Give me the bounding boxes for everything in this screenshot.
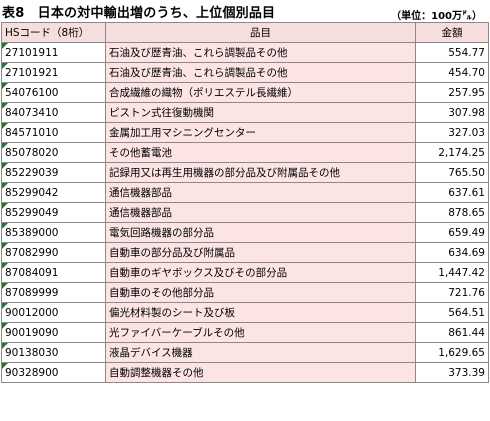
amount-cell: 878.65 [415, 202, 489, 223]
hs-code-cell: 54076100 [1, 82, 106, 103]
amount-cell: 2,174.25 [415, 142, 489, 163]
table-row: 54076100 合成繊維の織物（ポリエステル長繊維） 257.95 [1, 82, 489, 103]
item-name-cell: 石油及び歴青油、これら調製品その他 [105, 42, 416, 63]
item-name-cell: 通信機器部品 [105, 182, 416, 203]
item-name-cell: 石油及び歴青油、これら調製品その他 [105, 62, 416, 83]
amount-cell: 634.69 [415, 242, 489, 263]
table-row: 90328900 自動調整機器その他 373.39 [1, 362, 489, 383]
amount-cell: 637.61 [415, 182, 489, 203]
hs-code-cell: 87084091 [1, 262, 106, 283]
hs-code-cell: 90012000 [1, 302, 106, 323]
table-row: 85299049 通信機器部品 878.65 [1, 202, 489, 223]
item-name-cell: 金属加工用マシニングセンター [105, 122, 416, 143]
header-hs-code: HSコード（8桁） [1, 22, 106, 43]
item-name-cell: 自動車のギヤボックス及びその部分品 [105, 262, 416, 283]
table-row: 87089999 自動車のその他部分品 721.76 [1, 282, 489, 303]
table-row: 90019090 光ファイバーケーブルその他 861.44 [1, 322, 489, 343]
hs-code-cell: 85299049 [1, 202, 106, 223]
item-name-cell: 自動調整機器その他 [105, 362, 416, 383]
amount-cell: 454.70 [415, 62, 489, 83]
item-name-cell: 自動車のその他部分品 [105, 282, 416, 303]
hs-code-cell: 90328900 [1, 362, 106, 383]
item-name-cell: 自動車の部分品及び附属品 [105, 242, 416, 263]
header-item-name: 品目 [105, 22, 416, 43]
amount-cell: 1,447.42 [415, 262, 489, 283]
table-row: 87082990 自動車の部分品及び附属品 634.69 [1, 242, 489, 263]
hs-code-cell: 90138030 [1, 342, 106, 363]
hs-code-cell: 90019090 [1, 322, 106, 343]
hs-code-cell: 85299042 [1, 182, 106, 203]
hs-code-cell: 85229039 [1, 162, 106, 183]
amount-cell: 554.77 [415, 42, 489, 63]
table-row: 85299042 通信機器部品 637.61 [1, 182, 489, 203]
item-name-cell: 光ファイバーケーブルその他 [105, 322, 416, 343]
hs-code-cell: 27101921 [1, 62, 106, 83]
item-name-cell: 液晶デバイス機器 [105, 342, 416, 363]
header-amount: 金額 [415, 22, 489, 43]
table-row: 85078020 その他蓄電池 2,174.25 [1, 142, 489, 163]
hs-code-cell: 84073410 [1, 102, 106, 123]
amount-cell: 765.50 [415, 162, 489, 183]
hs-code-cell: 85078020 [1, 142, 106, 163]
amount-cell: 564.51 [415, 302, 489, 323]
table-row: 84571010 金属加工用マシニングセンター 327.03 [1, 122, 489, 143]
table-row: 90138030 液晶デバイス機器 1,629.65 [1, 342, 489, 363]
hs-code-cell: 87082990 [1, 242, 106, 263]
item-name-cell: 偏光材料製のシート及び板 [105, 302, 416, 323]
table-body: 27101911 石油及び歴青油、これら調製品その他 554.77 27101921 石… [1, 42, 489, 383]
amount-cell: 721.76 [415, 282, 489, 303]
table-row: 27101911 石油及び歴青油、これら調製品その他 554.77 [1, 42, 489, 63]
item-name-cell: 通信機器部品 [105, 202, 416, 223]
amount-cell: 373.39 [415, 362, 489, 383]
item-name-cell: 電気回路機器の部分品 [105, 222, 416, 243]
table-row: 90012000 偏光材料製のシート及び板 564.51 [1, 302, 489, 323]
amount-cell: 659.49 [415, 222, 489, 243]
unit-note: （単位：100万㌦） [391, 11, 482, 22]
amount-cell: 1,629.65 [415, 342, 489, 363]
table-row: 85389000 電気回路機器の部分品 659.49 [1, 222, 489, 243]
header-row: HSコード（8桁） 品目 金額 [1, 22, 489, 43]
amount-cell: 257.95 [415, 82, 489, 103]
item-name-cell: 合成繊維の織物（ポリエステル長繊維） [105, 82, 416, 103]
item-name-cell: ピストン式往復動機関 [105, 102, 416, 123]
hs-code-cell: 87089999 [1, 282, 106, 303]
amount-cell: 307.98 [415, 102, 489, 123]
table-row: 87084091 自動車のギヤボックス及びその部分品 1,447.42 [1, 262, 489, 283]
hs-code-cell: 84571010 [1, 122, 106, 143]
table-row: 27101921 石油及び歴青油、これら調製品その他 454.70 [1, 62, 489, 83]
hs-code-cell: 27101911 [1, 42, 106, 63]
item-name-cell: その他蓄電池 [105, 142, 416, 163]
item-name-cell: 記録用又は再生用機器の部分品及び附属品その他 [105, 162, 416, 183]
table-row: 84073410 ピストン式往復動機関 307.98 [1, 102, 489, 123]
table-row: 85229039 記録用又は再生用機器の部分品及び附属品その他 765.50 [1, 162, 489, 183]
hs-code-cell: 85389000 [1, 222, 106, 243]
table-title: 表8 日本の対中輸出増のうち、上位個別品目 [2, 6, 276, 21]
export-items-table: HSコード（8桁） 品目 金額 27101911 石油及び歴青油、これら調製品その… [1, 22, 489, 383]
amount-cell: 327.03 [415, 122, 489, 143]
amount-cell: 861.44 [415, 322, 489, 343]
